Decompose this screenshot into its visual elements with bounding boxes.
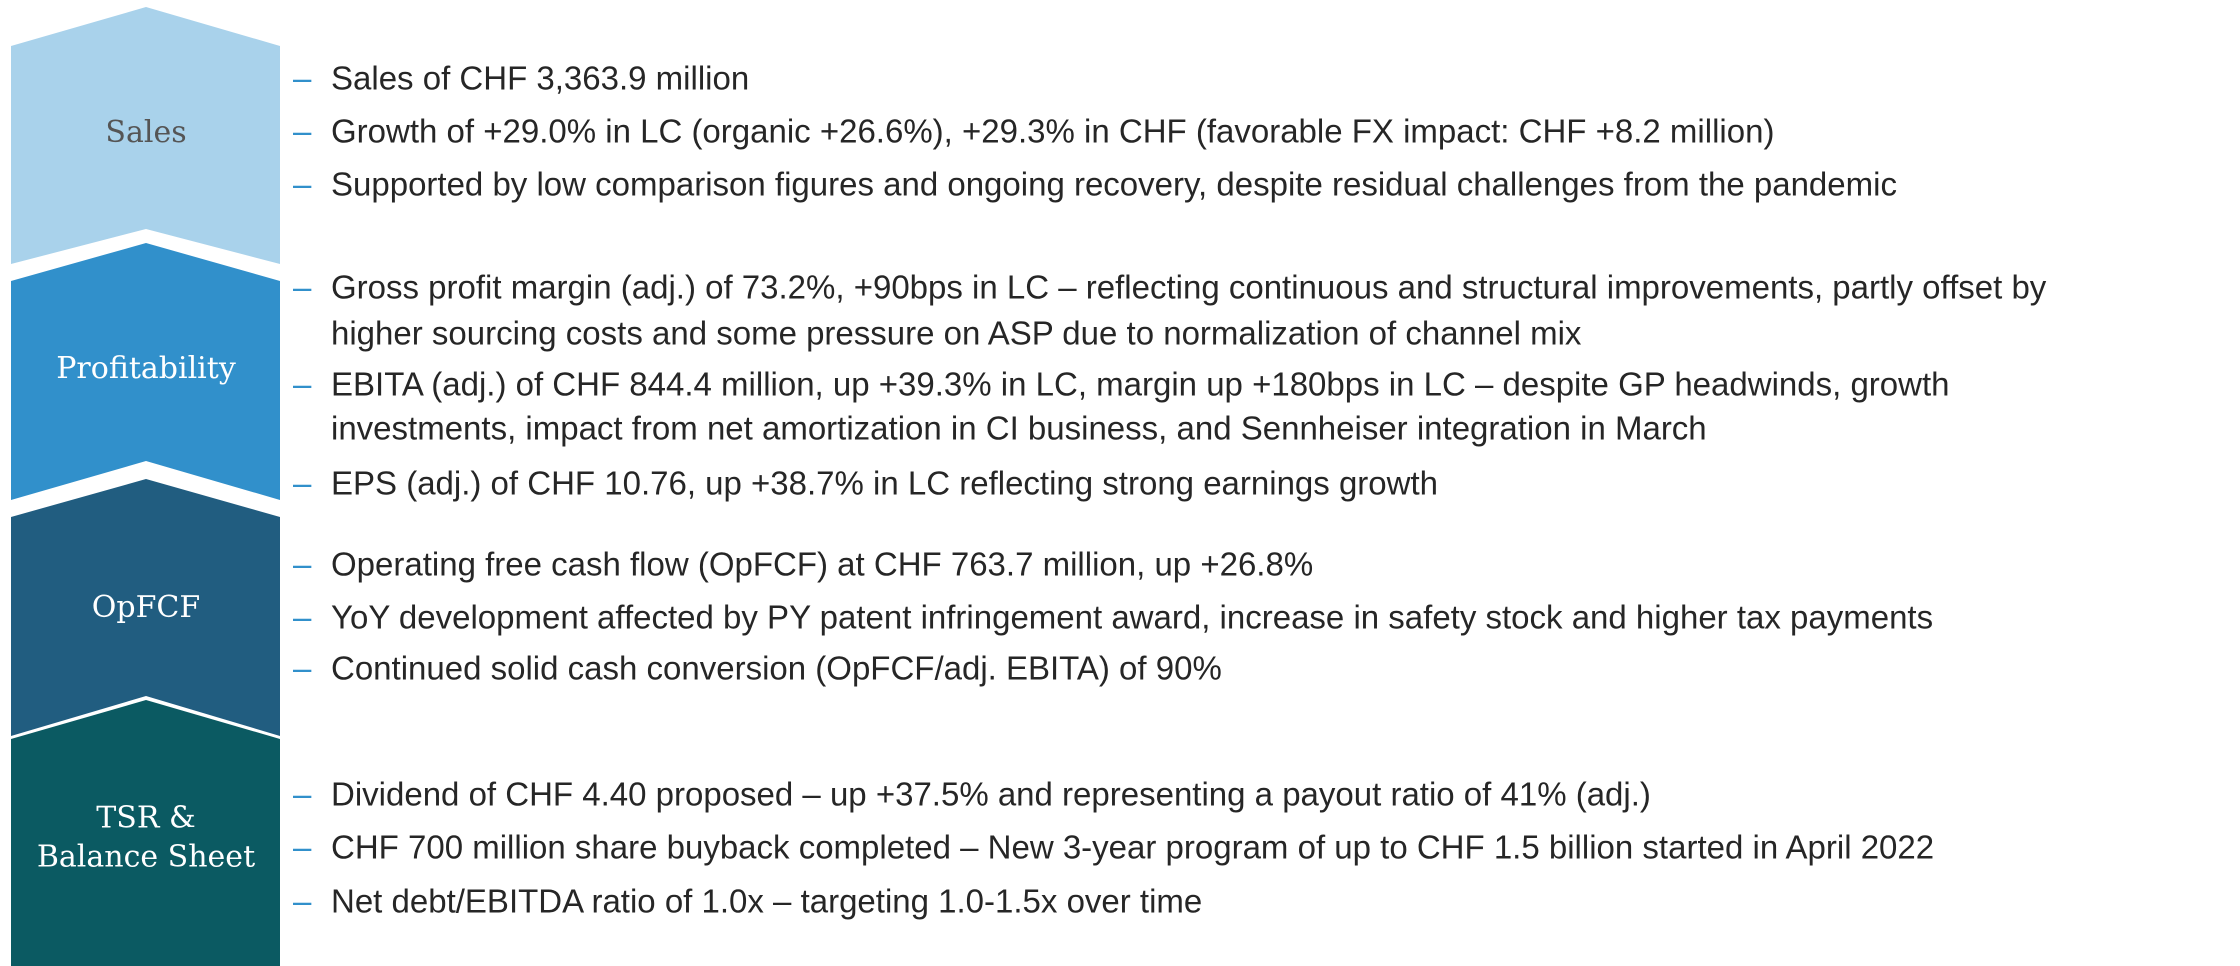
- bullet-text: Gross profit margin (adj.) of 73.2%, +90…: [331, 269, 2047, 306]
- bullet-text: Continued solid cash conversion (OpFCF/a…: [331, 650, 1222, 687]
- section-label: Sales: [105, 115, 186, 150]
- bullet-dash: –: [293, 546, 312, 583]
- bullet-text: EBITA (adj.) of CHF 844.4 million, up +3…: [331, 366, 1950, 403]
- bullet-text: investments, impact from net amortizatio…: [331, 410, 1707, 447]
- bullet-dash: –: [293, 883, 312, 920]
- bullet-text: higher sourcing costs and some pressure …: [331, 315, 1582, 352]
- profitability-chevron: [11, 243, 280, 500]
- section-label: Balance Sheet: [37, 840, 255, 875]
- section-label: TSR &: [96, 801, 195, 836]
- bullet-dash: –: [293, 166, 312, 203]
- bullet-text: Growth of +29.0% in LC (organic +26.6%),…: [331, 113, 1774, 150]
- opfcf-chevron: [11, 479, 280, 736]
- bullet-text: Operating free cash flow (OpFCF) at CHF …: [331, 546, 1313, 583]
- bullet-text: YoY development affected by PY patent in…: [331, 599, 1933, 636]
- bullet-text: Sales of CHF 3,363.9 million: [331, 60, 749, 97]
- bullet-text: Supported by low comparison figures and …: [331, 166, 1897, 203]
- tsr-chevron: [11, 700, 280, 966]
- bullet-text: Net debt/EBITDA ratio of 1.0x – targetin…: [331, 883, 1202, 920]
- section-label: OpFCF: [92, 590, 200, 625]
- bullet-text: CHF 700 million share buyback completed …: [331, 829, 1934, 866]
- section-label: Profitability: [56, 351, 236, 386]
- bullet-dash: –: [293, 60, 312, 97]
- bullet-dash: –: [293, 113, 312, 150]
- bullet-text: Dividend of CHF 4.40 proposed – up +37.5…: [331, 776, 1651, 813]
- bullet-dash: –: [293, 366, 312, 403]
- bullet-dash: –: [293, 776, 312, 813]
- bullet-text: EPS (adj.) of CHF 10.76, up +38.7% in LC…: [331, 465, 1438, 502]
- sales-chevron: [11, 7, 280, 264]
- bullet-dash: –: [293, 269, 312, 306]
- bullet-dash: –: [293, 599, 312, 636]
- bullet-dash: –: [293, 829, 312, 866]
- bullet-dash: –: [293, 465, 312, 502]
- bullet-dash: –: [293, 650, 312, 687]
